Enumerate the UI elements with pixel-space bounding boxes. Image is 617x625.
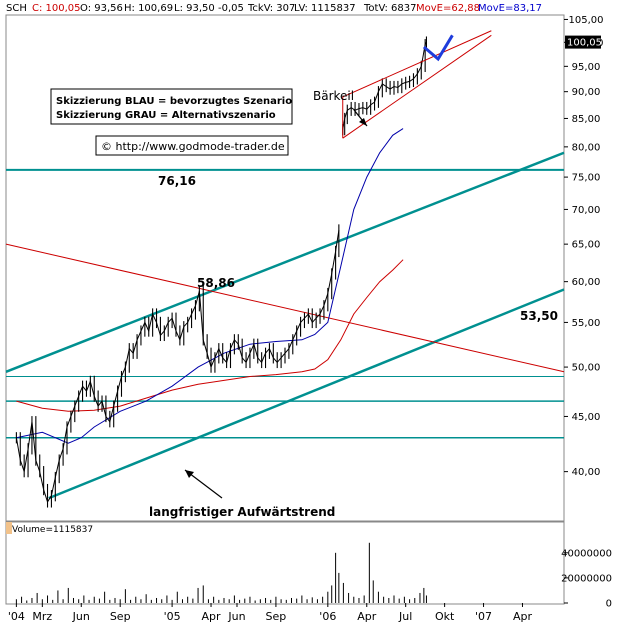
scenario-legend-box: [50, 88, 293, 125]
time-tick-label: '06: [319, 610, 336, 623]
price-tick-label: 95,00: [572, 62, 601, 73]
price-tick-label: 105,00: [569, 15, 604, 26]
volume-label: Volume=1115837: [12, 525, 93, 535]
price-tick-label: 70,00: [572, 205, 601, 216]
volume-tick-label: 20000000: [561, 573, 612, 584]
wedge-lines: [342, 30, 492, 139]
header-ma-red: MovE=62,88: [416, 3, 480, 14]
price-tick-label: 85,00: [572, 114, 601, 125]
price-series: [15, 36, 427, 508]
header-high: H: 100,69: [124, 3, 173, 14]
volume-panel: [5, 521, 565, 605]
scenario-legend-line1: Skizzierung BLAU = bevorzugtes Szenario: [56, 96, 292, 107]
label-barkeil: Bärkeil: [313, 89, 354, 103]
label-level-5350: 53,50: [520, 309, 558, 323]
label-trend: langfristiger Aufwärtstrend: [149, 505, 335, 519]
volume-axis: 40000000 20000000 0: [561, 548, 612, 609]
trend-arrow-head: [185, 470, 194, 478]
volume-bars: [15, 542, 427, 603]
time-tick-label: '05: [164, 610, 181, 623]
horizontal-levels: [6, 168, 564, 439]
header-last-volume: LV: 1115837: [294, 3, 356, 14]
header-symbol: SCH: [6, 3, 27, 14]
label-level-5886: 58,86: [197, 276, 235, 290]
current-price-tag-text: 100,05: [567, 38, 602, 49]
chart-header: SCH C: 100,05 O: 93,56 H: 100,69 L: 93,5…: [6, 3, 542, 14]
volume-marker: [6, 522, 12, 534]
time-tick-label: Apr: [357, 610, 377, 623]
time-tick-label: Apr: [513, 610, 533, 623]
price-tick-label: 55,00: [572, 318, 601, 329]
moving-average-blue-line: [16, 128, 404, 444]
price-bar-line: [15, 229, 340, 504]
copyright-notice: © http://www.godmode-trader.de: [95, 135, 289, 156]
price-tick-label: 60,00: [572, 277, 601, 288]
copyright-text: © http://www.godmode-trader.de: [101, 140, 285, 153]
scenario-legend: Skizzierung BLAU = bevorzugtes Szenario …: [50, 88, 293, 125]
scenario-legend-line2: Skizzierung GRAU = Alternativszenario: [56, 110, 276, 121]
time-tick-label: Apr: [202, 610, 222, 623]
price-tick-label: 45,00: [572, 412, 601, 423]
header-open: O: 93,56: [80, 3, 123, 14]
header-total-volume: TotV: 6837: [363, 3, 416, 14]
current-price-tag-box: [565, 35, 601, 49]
price-tick-label: 80,00: [572, 142, 601, 153]
time-tick-label: Okt: [435, 610, 455, 623]
price-tick-label: 50,00: [572, 363, 601, 374]
volume-tick-label: 40000000: [561, 548, 612, 559]
time-tick-label: Jul: [398, 610, 412, 623]
trend-lines: [5, 151, 565, 500]
price-tick-label: 75,00: [572, 173, 601, 184]
barkeil-arrow-head: [359, 118, 367, 126]
time-tick-label: Sep: [110, 610, 131, 623]
header-ma-blue: MovE=83,17: [478, 3, 542, 14]
current-price-tag: 100,05: [565, 35, 602, 49]
volume-tick-label: 0: [606, 599, 612, 610]
forecast-arrow: [422, 34, 454, 62]
time-tick-label: Jun: [227, 610, 245, 623]
wedge-lower-line: [342, 34, 492, 139]
copyright-box: [95, 135, 289, 156]
time-tick-label: '04: [8, 610, 25, 623]
price-axis: 105,00100,0095,0090,0085,0080,0075,0070,…: [564, 15, 604, 478]
header-tick-volume: TckV: 307: [247, 3, 295, 14]
header-change: -0,05: [218, 3, 244, 14]
price-tick-label: 40,00: [572, 467, 601, 478]
time-tick-label: Sep: [266, 610, 287, 623]
red-downtrend-line: [5, 243, 565, 373]
channel-upper-line: [5, 151, 565, 373]
wedge-upper-line: [342, 30, 492, 98]
time-tick-label: Jun: [72, 610, 90, 623]
channel-lower-line: [48, 288, 565, 500]
time-axis: '04 Mrz Jun Sep '05 Apr Jun Sep '06 Apr Jul Okt '07 A…: [8, 603, 533, 623]
price-tick-label: 65,00: [572, 240, 601, 251]
time-tick-label: '07: [475, 610, 492, 623]
time-tick-label: Mrz: [32, 610, 52, 623]
header-low: L: 93,50: [174, 3, 215, 14]
label-level-7616: 76,16: [158, 174, 196, 188]
header-close: C: 100,05: [32, 3, 81, 14]
price-tick-label: 90,00: [572, 87, 601, 98]
